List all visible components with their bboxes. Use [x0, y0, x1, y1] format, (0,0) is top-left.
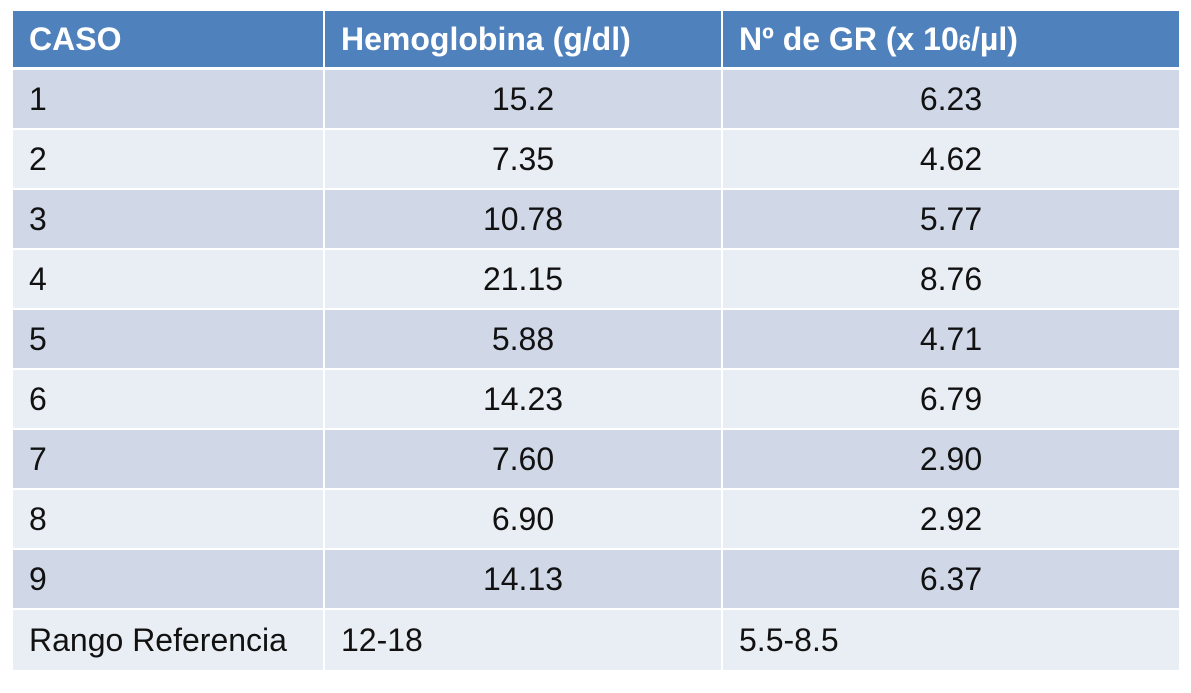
cell-gr: 4.71	[721, 309, 1181, 370]
cell-gr: 8.76	[721, 249, 1181, 310]
cell-caso: 9	[11, 549, 325, 610]
cell-caso: 1	[11, 68, 325, 130]
reference-gr: 5.5-8.5	[721, 609, 1181, 672]
header-gr-prefix: Nº de GR (x 10	[739, 20, 959, 57]
header-gr-suffix: /µl)	[971, 20, 1018, 57]
cell-gr: 6.79	[721, 369, 1181, 430]
cell-caso: 2	[11, 129, 325, 190]
cell-hemoglobina: 21.15	[323, 249, 723, 310]
header-caso: CASO	[11, 11, 325, 70]
cell-gr: 4.62	[721, 129, 1181, 190]
reference-row: Rango Referencia 12-18 5.5-8.5	[11, 609, 1181, 672]
table-row: 8 6.90 2.92	[11, 489, 1181, 550]
cell-hemoglobina: 7.60	[323, 429, 723, 490]
cell-hemoglobina: 14.23	[323, 369, 723, 430]
header-gr: Nº de GR (x 106/µl)	[721, 11, 1181, 70]
table-row: 2 7.35 4.62	[11, 129, 1181, 190]
header-hemoglobina: Hemoglobina (g/dl)	[323, 11, 723, 70]
table-row: 7 7.60 2.90	[11, 429, 1181, 490]
cell-caso: 8	[11, 489, 325, 550]
table-row: 4 21.15 8.76	[11, 249, 1181, 310]
cell-caso: 5	[11, 309, 325, 370]
reference-hemoglobina: 12-18	[323, 609, 723, 672]
cell-hemoglobina: 6.90	[323, 489, 723, 550]
cell-hemoglobina: 7.35	[323, 129, 723, 190]
cell-gr: 6.23	[721, 68, 1181, 130]
cell-hemoglobina: 10.78	[323, 189, 723, 250]
cell-gr: 5.77	[721, 189, 1181, 250]
cell-caso: 4	[11, 249, 325, 310]
table-row: 1 15.2 6.23	[11, 68, 1181, 130]
table-header-row: CASO Hemoglobina (g/dl) Nº de GR (x 106/…	[11, 11, 1181, 70]
table-row: 5 5.88 4.71	[11, 309, 1181, 370]
reference-label: Rango Referencia	[11, 609, 325, 672]
cell-hemoglobina: 14.13	[323, 549, 723, 610]
table-row: 9 14.13 6.37	[11, 549, 1181, 610]
cell-gr: 2.90	[721, 429, 1181, 490]
cell-gr: 6.37	[721, 549, 1181, 610]
blood-values-table: CASO Hemoglobina (g/dl) Nº de GR (x 106/…	[11, 11, 1181, 672]
cell-hemoglobina: 15.2	[323, 68, 723, 130]
table-row: 6 14.23 6.79	[11, 369, 1181, 430]
header-gr-exponent: 6	[958, 29, 971, 55]
cell-gr: 2.92	[721, 489, 1181, 550]
cell-caso: 6	[11, 369, 325, 430]
table-row: 3 10.78 5.77	[11, 189, 1181, 250]
cell-hemoglobina: 5.88	[323, 309, 723, 370]
cell-caso: 7	[11, 429, 325, 490]
blood-values-table-container: CASO Hemoglobina (g/dl) Nº de GR (x 106/…	[11, 11, 1181, 672]
cell-caso: 3	[11, 189, 325, 250]
